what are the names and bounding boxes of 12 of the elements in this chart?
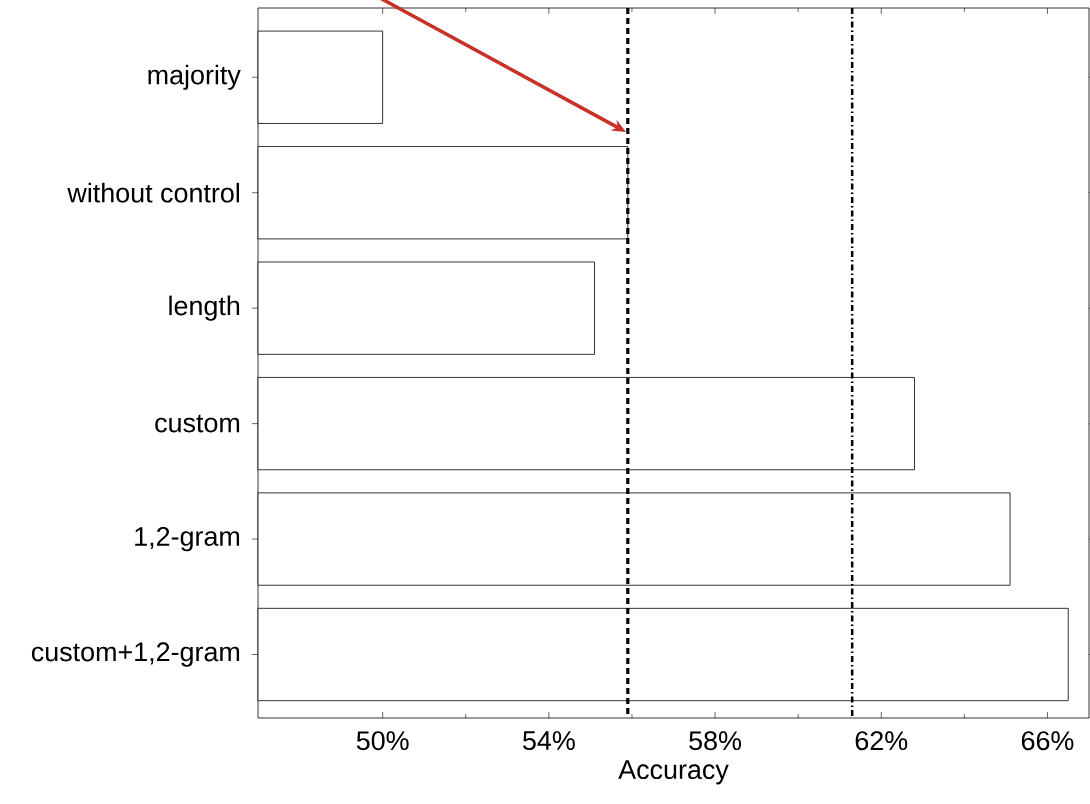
y-tick-label: without control — [67, 182, 239, 203]
x-axis-title: Accuracy — [618, 760, 729, 785]
x-tick-label: 54% — [523, 731, 575, 751]
y-tick-label: custom+1,2-gram — [31, 642, 240, 667]
x-tick-label: 58% — [689, 731, 742, 751]
y-tick-label: 1,2-gram — [135, 526, 240, 552]
x-tick-label: 66% — [1021, 731, 1074, 751]
y-tick-label: majority — [148, 64, 241, 90]
y-tick-label: length — [169, 295, 240, 321]
x-tick-label: 62% — [855, 731, 908, 751]
x-tick-label: 50% — [356, 731, 409, 751]
y-tick-label: custom — [155, 414, 240, 433]
